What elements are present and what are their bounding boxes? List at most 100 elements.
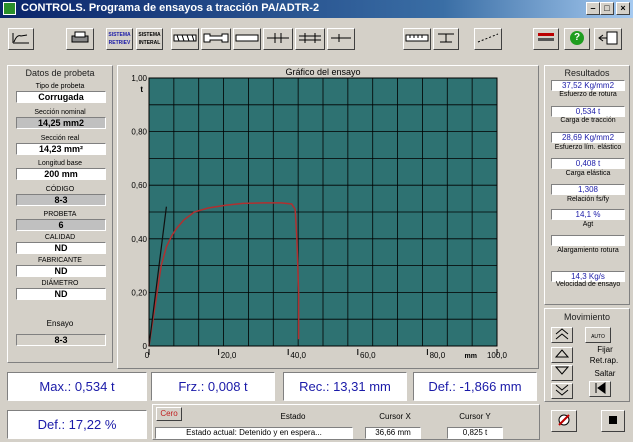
specimen-bolt-button[interactable] <box>263 28 293 50</box>
y-tick-label: 0,80 <box>131 128 147 137</box>
elastic-line <box>148 206 167 347</box>
record-button[interactable] <box>551 410 577 432</box>
down-arrow-icon <box>554 366 570 375</box>
tensile-chart[interactable]: Gráfico del ensayo 0 0,20 0,40 0,60 0,80 1,00 t… <box>118 66 538 368</box>
estado-value: Estado actual: Detenido y en espera... <box>155 427 353 439</box>
chart-title: Gráfico del ensayo <box>285 67 360 77</box>
seccion-nominal-label: Sección nominal <box>34 109 86 116</box>
specimen-mesh-button[interactable] <box>295 28 325 50</box>
retriev-label: RETRIEV <box>108 40 131 46</box>
flat-bar-icon <box>235 34 259 42</box>
move-down-button[interactable] <box>551 365 573 381</box>
sistema-interal-button[interactable]: SISTEMA INTERAL <box>136 28 163 50</box>
result-value: 28,69 Kg/mm2 <box>551 132 625 143</box>
up-arrow-icon <box>554 349 570 358</box>
stop-icon <box>609 416 617 425</box>
double-down-arrow-icon <box>555 384 569 396</box>
diametro-value: ND <box>16 288 106 300</box>
specimen-wire-button[interactable] <box>327 28 355 50</box>
scatter-icon <box>477 33 499 43</box>
y-tick-label: 0,20 <box>131 288 147 297</box>
help-icon: ? <box>570 31 584 46</box>
result-label: Carga elástica <box>565 170 611 177</box>
sistema-label: SISTEMA <box>108 32 131 38</box>
skip-icon <box>595 382 606 394</box>
interal-label: INTERAL <box>138 40 161 46</box>
probeta-label: PROBETA <box>43 211 77 218</box>
double-up-arrow-icon <box>555 328 569 340</box>
result-label: Agt <box>582 221 594 228</box>
calidad-value: ND <box>16 242 106 254</box>
record-icon <box>558 414 570 426</box>
y-tick-label: 1,00 <box>131 74 147 83</box>
longitud-value: 200 mm <box>16 168 106 180</box>
cursor-x-label: Cursor X <box>379 412 411 421</box>
cero-button[interactable]: Cero <box>156 407 182 421</box>
exit-button[interactable] <box>594 28 622 50</box>
specimen-flat-button[interactable] <box>233 28 261 50</box>
print-button[interactable] <box>66 28 94 50</box>
wire-icon <box>331 34 351 43</box>
title-bar: CONTROLS. Programa de ensayos a tracción… <box>0 0 633 18</box>
ruler-icon <box>405 34 429 42</box>
window-title: CONTROLS. Programa de ensayos a tracción… <box>21 2 320 14</box>
diametro-label: DIÁMETRO <box>41 280 79 287</box>
move-down-fast-button[interactable] <box>551 383 573 399</box>
result-value: 0,408 t <box>551 158 625 169</box>
y-tick-label: 0 <box>143 342 148 351</box>
result-label: Esfuerzo de rotura <box>559 91 617 98</box>
max-value: Max.: 0,534 t <box>7 372 147 401</box>
movimiento-panel: Movimiento AUTO Fijar Ret.rap. Saltar <box>544 308 630 402</box>
retrap-label: Ret.rap. <box>589 356 619 365</box>
settings-button[interactable] <box>533 28 559 50</box>
status-panel: Cero Estado Estado actual: Detenido y en… <box>152 404 540 440</box>
result-value: 14,1 % <box>551 209 625 220</box>
help-button[interactable]: ? <box>564 28 590 50</box>
rec-value: Rec.: 13,31 mm <box>283 372 407 401</box>
move-up-button[interactable] <box>551 347 573 363</box>
close-button[interactable]: × <box>616 2 630 15</box>
auto-label: AUTO <box>591 334 605 340</box>
y-axis-label: t <box>140 85 143 94</box>
codigo-value: 8-3 <box>16 194 106 206</box>
result-label: Carga de tracción <box>560 117 616 124</box>
seccion-real-value: 14,23 mm² <box>16 143 106 155</box>
resultados-title: Resultados <box>564 68 610 78</box>
scatter-button[interactable] <box>474 28 502 50</box>
curve-icon <box>12 33 29 44</box>
probeta-value: 6 <box>16 219 106 231</box>
result-label: Esfuerzo lím. elástico <box>554 144 622 151</box>
specimen-corrugated-button[interactable] <box>171 28 199 50</box>
cursor-y-value: 0,825 t <box>447 427 503 439</box>
mesh-icon <box>299 33 321 44</box>
stop-button[interactable] <box>601 410 625 432</box>
skip-button[interactable] <box>589 381 611 397</box>
tipo-label: Tipo de probeta <box>35 83 85 90</box>
sistema-retriev-button[interactable]: SISTEMA RETRIEV <box>106 28 133 50</box>
move-up-fast-button[interactable] <box>551 327 573 343</box>
saltar-label: Saltar <box>594 369 616 378</box>
profile-button[interactable] <box>433 28 459 50</box>
measure-length-button[interactable] <box>403 28 431 50</box>
x-tick-label: 100,0 <box>487 351 508 360</box>
load-curve <box>148 202 300 347</box>
toolbar: SISTEMA RETRIEV SISTEMA INTERAL ? <box>0 18 633 62</box>
auto-button[interactable]: AUTO <box>585 327 611 343</box>
exit-door-icon <box>598 31 618 45</box>
resultados-panel: Resultados 37,52 Kg/mm2 Esfuerzo de rotur… <box>544 65 630 305</box>
profile-icon <box>438 33 454 43</box>
result-label: Velocidad de ensayo <box>555 281 621 288</box>
cursor-x-value: 36,66 mm <box>365 427 421 439</box>
minimize-button[interactable]: – <box>586 2 600 15</box>
graph-curve-button[interactable] <box>8 28 34 50</box>
longitud-label: Longitud base <box>38 160 82 167</box>
ensayo-label: Ensayo <box>46 319 74 328</box>
datos-probeta-panel: Datos de probeta Tipo de probeta Corruga… <box>7 65 113 363</box>
specimen-dogbone-button[interactable] <box>201 28 231 50</box>
corrugated-bar-icon <box>173 34 197 42</box>
x-tick-label: 20,0 <box>221 351 237 360</box>
y-tick-label: 0,60 <box>131 181 147 190</box>
maximize-button[interactable]: □ <box>600 2 614 15</box>
sliders-icon <box>538 33 554 42</box>
bolt-icon <box>267 33 289 44</box>
